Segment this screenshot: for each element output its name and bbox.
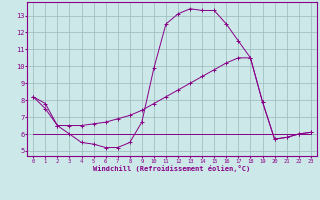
X-axis label: Windchill (Refroidissement éolien,°C): Windchill (Refroidissement éolien,°C) xyxy=(93,165,251,172)
